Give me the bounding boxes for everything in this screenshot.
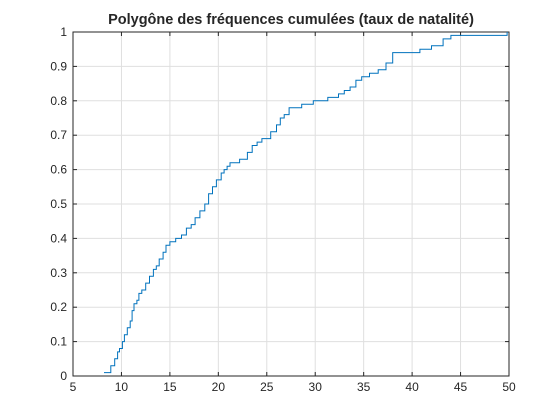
y-tick-label: 0.2 — [50, 300, 67, 314]
y-tick-label: 0.6 — [50, 163, 67, 177]
x-tick-label: 15 — [163, 380, 177, 394]
series-line — [104, 32, 508, 374]
y-tick-label: 0.5 — [50, 197, 67, 211]
y-tick-label: 0.8 — [50, 94, 67, 108]
x-tick-label: 25 — [260, 380, 274, 394]
x-tick-label: 10 — [115, 380, 129, 394]
x-tick-label: 50 — [502, 380, 516, 394]
chart-title: Polygône des fréquences cumulées (taux d… — [108, 12, 474, 28]
y-tick-label: 0.9 — [50, 59, 67, 73]
x-tick-label: 20 — [212, 380, 226, 394]
y-tick-label: 0.3 — [50, 266, 67, 280]
axis-ticks: 5 10 15 20 25 30 35 40 45 50 0 0.1 0.2 0.3 0.4 0.5 0.6 0.… — [50, 25, 516, 394]
x-tick-label: 5 — [70, 380, 77, 394]
grid — [72, 31, 510, 377]
y-tick-label: 0.4 — [50, 231, 67, 245]
y-tick-label: 1 — [60, 25, 67, 39]
y-tick-label: 0.1 — [50, 335, 67, 349]
y-tick-label: 0.7 — [50, 128, 67, 142]
y-tick-label: 0 — [60, 369, 67, 383]
x-tick-label: 40 — [405, 380, 419, 394]
x-tick-label: 35 — [357, 380, 371, 394]
x-tick-label: 45 — [454, 380, 468, 394]
x-tick-label: 30 — [309, 380, 323, 394]
